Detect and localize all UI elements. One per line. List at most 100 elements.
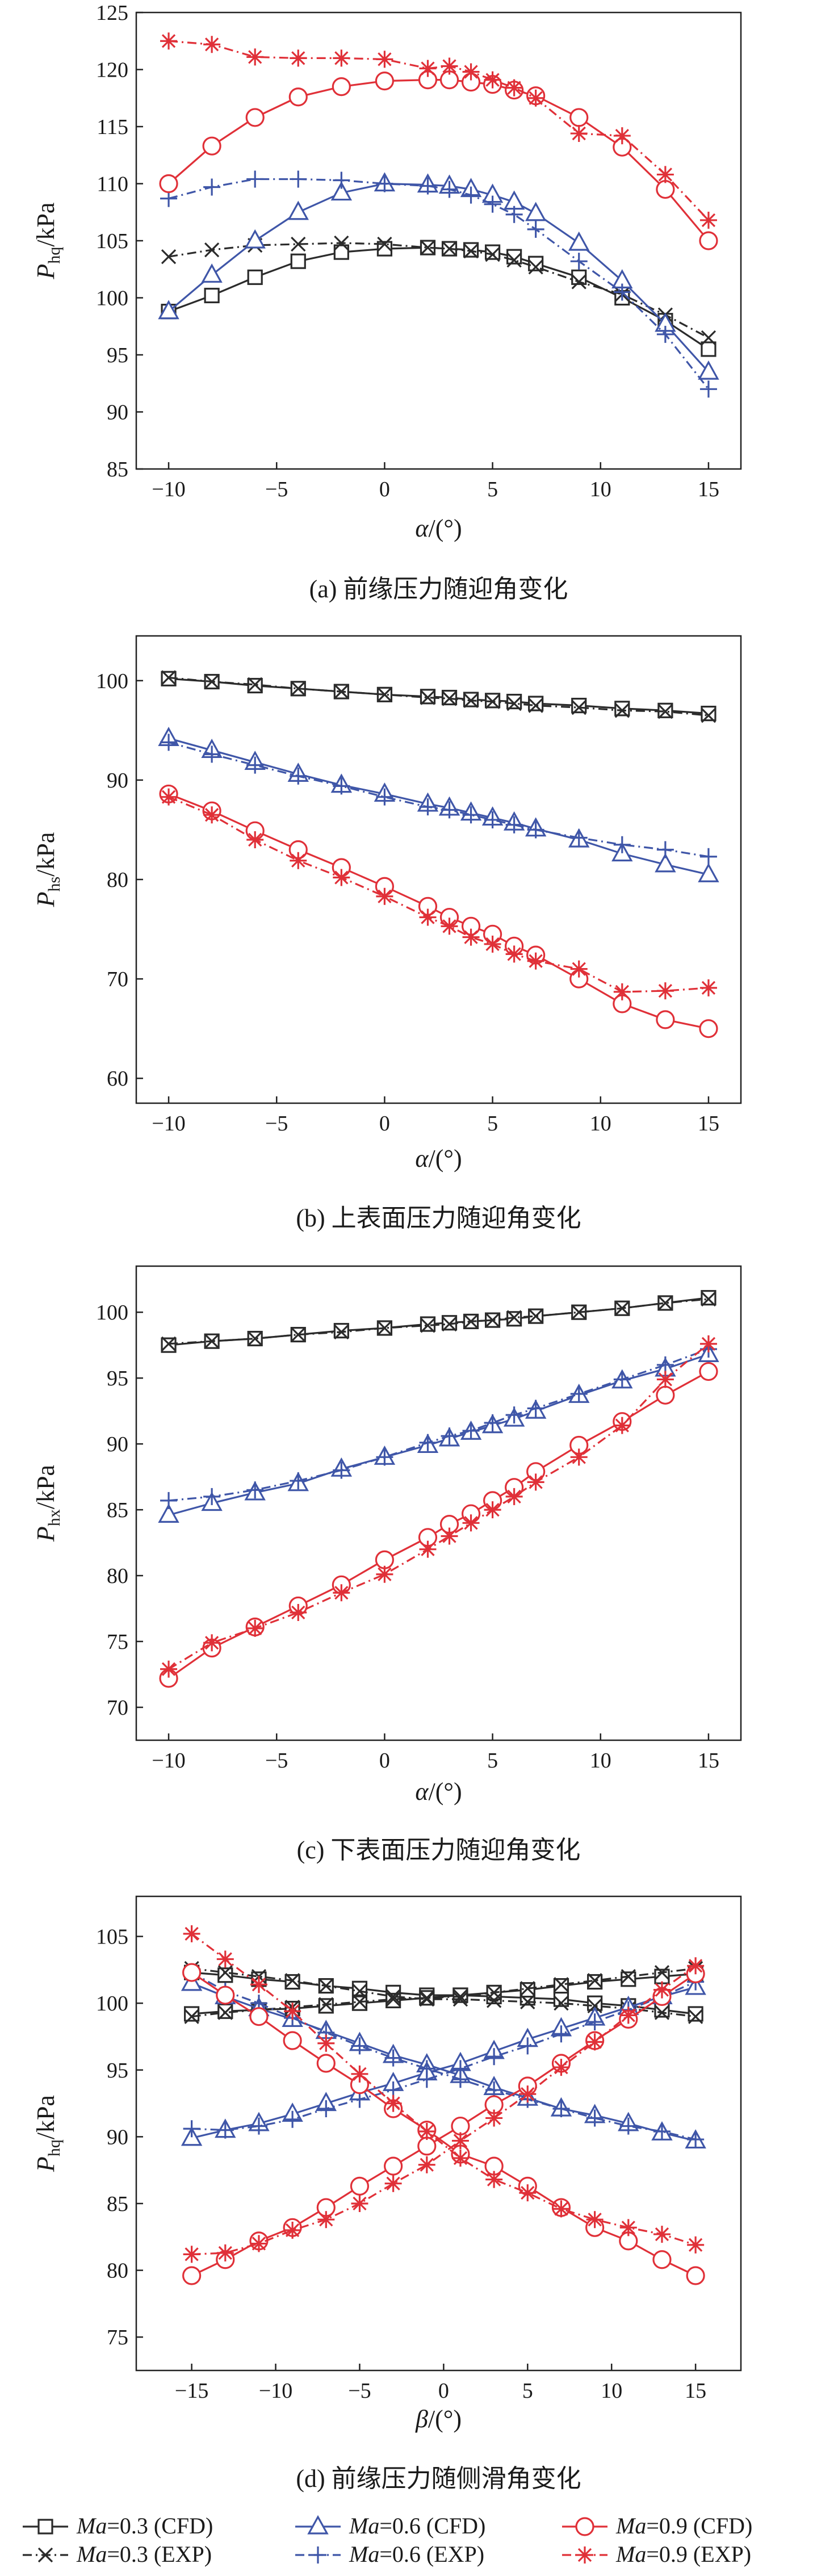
x-tick-label: 10 [590,1112,611,1136]
data-point [332,77,351,97]
x-tick-label: 0 [379,1112,390,1136]
data-point [290,1472,307,1490]
y-tick-label: 85 [107,2192,128,2216]
y-tick-label: 110 [97,173,128,196]
series-ma06-exp [160,1341,717,1509]
data-point [654,1965,670,1980]
data-point [203,178,221,196]
chart-panel-4: −15 −10 −5 0 5 10 15 75 80 85 90 95 100 105 Phq/kPa β/(… [32,1895,742,2493]
data-point [316,2054,336,2073]
data-point [183,2120,200,2138]
legend-marker [576,2546,593,2564]
series-ma06-cfd [158,172,719,380]
data-point [699,380,717,398]
y-tick-label: 90 [107,1432,128,1456]
data-point [203,1634,221,1652]
data-point [527,220,544,238]
data-point [290,767,307,785]
data-point [333,869,350,886]
data-point [334,684,349,700]
data-point [699,1362,718,1381]
data-point [656,1385,675,1405]
data-point [506,696,522,711]
data-point [554,1996,569,2011]
data-point [656,1010,675,1029]
data-point [441,918,458,935]
data-point [463,693,479,708]
legend-label: Ma=0.6 (EXP) [349,2541,484,2567]
y-tick-label: 80 [107,2259,128,2283]
data-point [656,179,675,199]
data-point [384,2175,402,2192]
data-point [184,2006,200,2022]
legend-marker [37,2547,53,2563]
data-point [528,1309,543,1324]
data-point [376,175,393,192]
data-point [317,2211,335,2229]
legend-marker [307,2515,329,2535]
x-tick-label: 5 [487,1749,498,1773]
data-point [183,1925,200,1942]
data-point [384,2049,402,2067]
data-point [463,243,479,259]
y-tick-label: 75 [107,1630,128,1654]
legend-item: Ma=0.6 (EXP) [295,2541,484,2567]
data-point [419,1540,437,1558]
data-point [351,1995,368,2011]
data-point [352,1994,367,2009]
data-point [451,2116,470,2136]
data-point [587,1995,603,2011]
data-point [614,703,630,718]
data-point [290,170,307,188]
legend-item: Ma=0.6 (CFD) [295,2513,485,2539]
series-ma09-exp [160,32,717,229]
data-point [452,1989,468,2004]
y-axis-label: Phs/kPa [32,832,64,908]
legend-label: Ma=0.9 (CFD) [615,2513,752,2539]
data-point [688,2009,703,2024]
data-point [653,2122,671,2140]
data-point [619,2007,637,2024]
data-point [484,1414,501,1432]
data-point [318,1998,334,2014]
data-point [246,1619,264,1637]
data-point [284,1974,300,1990]
data-point [554,1977,569,1992]
data-point [319,1978,334,1993]
legend-item: Ma=0.9 (EXP) [562,2541,751,2567]
data-point [462,1422,480,1439]
data-point [377,1320,392,1336]
data-point [698,862,719,882]
data-point [701,705,717,722]
series-line [191,1982,696,2142]
data-point [519,2085,537,2103]
data-point [613,283,631,301]
plot-frame [135,635,742,1104]
data-point [217,1965,233,1980]
data-point [201,263,223,283]
series-line [168,796,709,993]
plot-frame [135,11,742,470]
series-line [191,1971,696,2277]
series-ma09-cfd [159,70,718,250]
data-point [290,852,307,869]
data-point [246,1481,264,1499]
legend-marker [37,2519,53,2535]
data-point [246,756,264,774]
series-ma09-exp [183,1957,705,2263]
data-point [160,1492,178,1509]
series-line [191,1973,696,2277]
data-point [519,1982,535,1998]
y-tick-label: 90 [107,401,128,425]
x-tick-label: −5 [348,2379,371,2403]
data-point [418,2122,435,2140]
x-axis-label: β/(°) [415,2405,462,2433]
data-point [291,1327,306,1342]
data-point [216,2244,234,2262]
data-point [656,982,674,1000]
data-point [216,1950,234,1968]
data-point [351,2065,368,2083]
data-point [160,734,178,751]
data-point [527,89,544,107]
data-point [216,2121,234,2139]
